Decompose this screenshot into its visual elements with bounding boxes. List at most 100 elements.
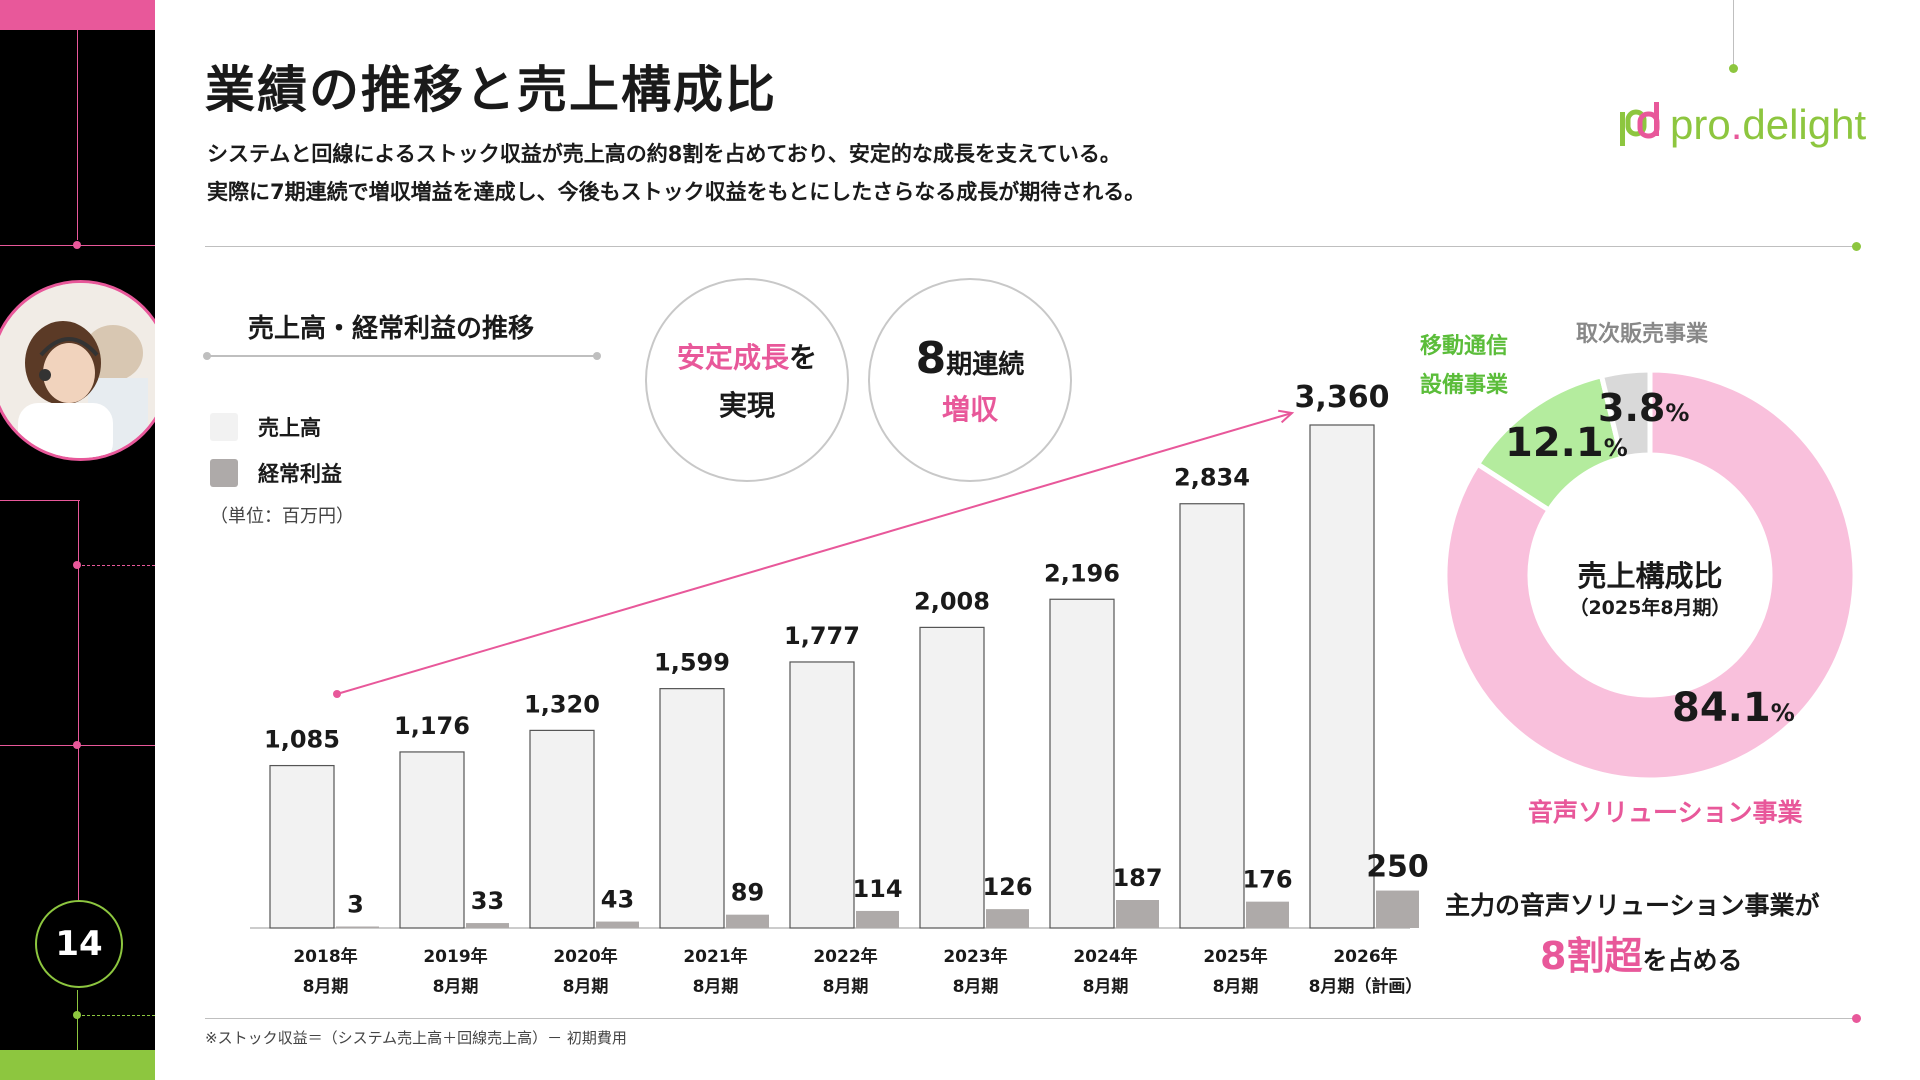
profit-bar xyxy=(1116,900,1159,928)
category-label-period: 8月期 xyxy=(433,977,479,997)
profit-value-label: 250 xyxy=(1366,850,1429,885)
badge2-number: 8 xyxy=(915,332,947,384)
profit-value-label: 43 xyxy=(601,886,634,914)
logo-mark-icon xyxy=(1620,102,1660,146)
sales-bar xyxy=(269,764,335,929)
category-label-period: 8月期 xyxy=(563,977,609,997)
header-divider xyxy=(205,246,1855,247)
donut-slice xyxy=(1598,367,1653,462)
legend-swatch-profit xyxy=(210,459,238,487)
profit-bar xyxy=(856,910,899,928)
logo-wordmark: pro.delight xyxy=(1670,101,1867,148)
rail-dot xyxy=(73,741,81,749)
sales-bar xyxy=(1049,598,1115,929)
rail-dot xyxy=(73,561,81,569)
category-label-year: 2026年 xyxy=(1333,946,1397,967)
sales-bar xyxy=(1309,424,1375,929)
segment-label-agency: 取次販売事業 xyxy=(1576,322,1709,347)
legend-sales: 売上高 xyxy=(210,412,321,442)
underline-dot xyxy=(593,352,601,360)
profit-bar xyxy=(726,914,769,928)
rail-line xyxy=(0,500,80,501)
category-label-year: 2019年 xyxy=(423,946,487,967)
category-label-period: 8月期 xyxy=(693,977,739,997)
sales-value-label: 1,599 xyxy=(654,649,730,677)
legend-profit: 経常利益 xyxy=(210,458,342,488)
profit-value-label: 187 xyxy=(1112,864,1162,892)
pct-mobile: 12.1% xyxy=(1505,420,1628,466)
sales-bar xyxy=(919,626,985,929)
profit-bar xyxy=(336,926,379,928)
underline-dot xyxy=(203,352,211,360)
badge2-line1: 期連続 xyxy=(946,349,1025,380)
donut-slice xyxy=(1442,367,1858,783)
rail-line xyxy=(78,500,79,900)
segment-label-mobile-2: 設備事業 xyxy=(1420,373,1509,398)
legend-label-sales: 売上高 xyxy=(258,416,321,440)
lead-line-2: 実際に7期連続で増収増益を達成し、今後もストック収益をもとにしたさらなる成長が期… xyxy=(207,180,1146,204)
legend-swatch-sales xyxy=(210,413,238,441)
category-label-year: 2020年 xyxy=(553,946,617,967)
top-right-line xyxy=(1733,0,1734,70)
badge1-suffix: を xyxy=(789,341,818,374)
badge1-line2: 実現 xyxy=(718,389,775,422)
rail-dot xyxy=(73,241,81,249)
growth-arrow xyxy=(336,412,1293,695)
footer-divider xyxy=(205,1018,1855,1019)
segment-label-voice: 音声ソリューション事業 xyxy=(1528,798,1803,827)
profit-bar xyxy=(1376,890,1419,928)
category-label-period: 8月期 xyxy=(303,977,349,997)
category-label-year: 2021年 xyxy=(683,946,747,967)
segment-label-mobile-1: 移動通信 xyxy=(1420,334,1509,359)
sales-value-label: 1,777 xyxy=(784,622,860,650)
rail-line xyxy=(77,30,78,240)
category-label-period: 8月期 xyxy=(1083,977,1129,997)
pct-voice: 84.1% xyxy=(1672,685,1795,731)
profit-bar xyxy=(986,909,1029,928)
rail-dashed-line xyxy=(82,565,155,566)
category-label-period: 8月期 xyxy=(953,977,999,997)
conclusion-line-2: 8割超を占める xyxy=(1540,925,1742,980)
category-label-year: 2018年 xyxy=(293,946,357,967)
conclusion-highlight: 8割超 xyxy=(1540,934,1643,978)
sales-value-label: 2,834 xyxy=(1174,464,1250,492)
category-label-year: 2022年 xyxy=(813,946,877,967)
profit-value-label: 126 xyxy=(982,873,1032,901)
conclusion-rest: を占める xyxy=(1642,946,1743,975)
pct-agency: 3.8% xyxy=(1598,386,1690,430)
page-title: 業績の推移と売上構成比 xyxy=(205,61,777,119)
operator-photo xyxy=(0,280,155,461)
legend-label-profit: 経常利益 xyxy=(258,462,342,486)
profit-value-label: 89 xyxy=(731,879,764,907)
sales-bar xyxy=(659,688,725,929)
category-label-period: 8月期 xyxy=(1213,977,1259,997)
profit-bar xyxy=(596,921,639,928)
category-label-year: 2025年 xyxy=(1203,946,1267,967)
lead-line-1: システムと回線によるストック収益が売上高の約8割を占めており、安定的な成長を支え… xyxy=(207,142,1121,166)
growth-arrow-head xyxy=(1278,409,1295,424)
profit-value-label: 114 xyxy=(852,875,902,903)
category-label-period: 8月期（計画） xyxy=(1309,976,1423,997)
profit-value-label: 3 xyxy=(347,891,364,919)
profit-value-label: 33 xyxy=(471,887,504,915)
donut-title: 売上構成比 xyxy=(1577,559,1723,593)
sales-value-label: 3,360 xyxy=(1295,380,1390,415)
rail-line xyxy=(77,990,78,1050)
chart-section-title: 売上高・経常利益の推移 xyxy=(248,314,535,344)
badge-consecutive-growth: 8期連続 増収 xyxy=(868,278,1072,482)
profit-bar xyxy=(1246,901,1289,928)
unit-label: （単位：百万円） xyxy=(210,506,354,527)
profit-value-label: 176 xyxy=(1242,866,1292,894)
sales-value-label: 2,196 xyxy=(1044,559,1120,587)
left-rail: 14 xyxy=(0,0,155,1080)
badge2-line2: 増収 xyxy=(941,392,998,426)
sales-value-label: 1,320 xyxy=(524,690,600,718)
category-label-year: 2024年 xyxy=(1073,946,1137,967)
badge1-highlight: 安定成長 xyxy=(676,341,789,374)
sales-bar xyxy=(399,751,465,929)
rail-dashed-line xyxy=(82,1015,155,1016)
sales-value-label: 1,176 xyxy=(394,712,470,740)
sales-value-label: 1,085 xyxy=(264,726,340,754)
